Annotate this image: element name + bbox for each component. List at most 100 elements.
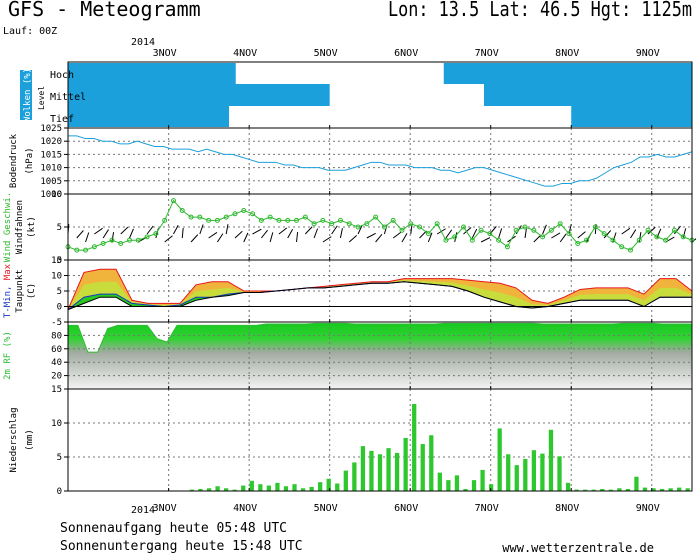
precipitation-bar bbox=[600, 488, 605, 491]
wind-speed-point bbox=[381, 224, 387, 230]
wind-barb bbox=[190, 234, 199, 243]
wind-speed-point bbox=[302, 214, 308, 220]
cloud-ylabel-level: Level bbox=[37, 86, 46, 110]
wind-barb bbox=[568, 224, 572, 235]
precipitation-bar bbox=[241, 485, 246, 491]
wind-barb bbox=[199, 224, 204, 235]
wind-speed-point bbox=[294, 217, 300, 223]
wind-ytick-label: 10 bbox=[51, 190, 62, 200]
precipitation-bar bbox=[352, 462, 357, 491]
pressure-ytick-label: 1010 bbox=[40, 164, 62, 174]
wind-barb bbox=[269, 232, 274, 243]
wind-barb bbox=[313, 228, 319, 239]
wind-barb bbox=[85, 232, 90, 243]
precipitation-bar bbox=[651, 488, 656, 491]
precipitation-bar bbox=[437, 472, 442, 491]
wind-speed-point bbox=[496, 237, 502, 243]
precipitation-ytick-label: 0 bbox=[57, 487, 62, 497]
wind-barb bbox=[401, 233, 408, 243]
wind-speed-point bbox=[206, 217, 212, 223]
wind-speed-point bbox=[399, 227, 405, 233]
cloud-level-mittel: Mittel bbox=[50, 92, 86, 103]
wind-barb bbox=[392, 231, 402, 239]
humidity-ylabel: 2m RF (%) bbox=[3, 331, 13, 380]
precipitation-bar bbox=[540, 453, 545, 491]
wind-barb bbox=[296, 232, 299, 243]
wind-speed-point bbox=[460, 224, 466, 230]
precipitation-bar bbox=[420, 444, 425, 491]
wind-speed-point bbox=[258, 217, 264, 223]
precipitation-bar bbox=[625, 488, 631, 491]
temperature-ylabel-unit: (C) bbox=[27, 283, 37, 299]
wind-speed-point bbox=[452, 234, 458, 240]
wind-speed-point bbox=[285, 217, 291, 223]
wind-speed-point bbox=[584, 237, 590, 243]
wind-speed-point bbox=[223, 214, 229, 220]
humidity-ytick-label: 20 bbox=[51, 372, 62, 382]
wind-barb bbox=[542, 224, 547, 235]
cloud-block-high bbox=[68, 63, 236, 84]
wind-speed-point bbox=[663, 237, 669, 243]
humidity-ytick-label: 40 bbox=[51, 358, 62, 368]
wind-barb bbox=[129, 228, 134, 239]
pressure-ytick-label: 1000 bbox=[40, 190, 62, 200]
pressure-ytick-label: 1015 bbox=[40, 150, 62, 160]
date-tick-label: 8NOV bbox=[555, 503, 579, 514]
wind-barb bbox=[463, 227, 472, 235]
humidity-line bbox=[68, 322, 692, 353]
precipitation-bar bbox=[198, 488, 203, 491]
cloud-block-low bbox=[571, 106, 692, 127]
wind-barb bbox=[427, 232, 433, 243]
wind-barb bbox=[252, 228, 262, 235]
wind-barb bbox=[533, 234, 542, 243]
wind-speed-point bbox=[592, 224, 598, 230]
wind-speed-point bbox=[320, 217, 326, 223]
year-label-top: 2014 bbox=[131, 37, 155, 48]
wind-barb bbox=[304, 226, 313, 235]
wind-speed-point bbox=[241, 208, 247, 213]
precipitation-bar bbox=[548, 429, 554, 491]
wind-speed-point bbox=[627, 247, 633, 253]
precipitation-bar bbox=[454, 475, 460, 491]
header-location: Lon: 13.5 Lat: 46.5 Hgt: 1125m bbox=[388, 0, 692, 21]
wind-barb bbox=[630, 229, 637, 239]
header-title: GFS - Meteogramm bbox=[8, 0, 201, 21]
sunrise-text: Sonnenaufgang heute 05:48 UTC bbox=[60, 521, 287, 536]
temperature-ytick-label: 0 bbox=[57, 303, 62, 313]
precipitation-bar bbox=[583, 489, 588, 491]
precipitation-bar bbox=[634, 476, 639, 491]
wind-barb bbox=[339, 228, 343, 239]
date-tick-label: 4NOV bbox=[233, 48, 257, 59]
wind-speed-point bbox=[619, 244, 625, 250]
pressure-ylabel-unit: (hPa) bbox=[25, 147, 35, 174]
panels-layer: Wolken (%) HochMittelTiefLevel10001005101… bbox=[3, 48, 696, 514]
wind-ylabel-unit: (kt) bbox=[27, 216, 37, 238]
precipitation-bar bbox=[232, 489, 237, 491]
site-credit: www.wetterzentrale.de bbox=[502, 541, 654, 553]
wind-speed-point bbox=[566, 231, 572, 237]
precipitation-bar bbox=[403, 437, 408, 491]
date-tick-label: 4NOV bbox=[233, 503, 257, 514]
wind-speed-point bbox=[135, 237, 141, 243]
precipitation-bar bbox=[591, 489, 596, 491]
wind-speed-point bbox=[522, 224, 528, 230]
precipitation-bar bbox=[309, 486, 314, 491]
wind-barb bbox=[322, 236, 332, 243]
precipitation-bar bbox=[283, 486, 289, 491]
precipitation-bar bbox=[343, 470, 348, 491]
precipitation-bar bbox=[514, 465, 519, 491]
wind-barb bbox=[577, 231, 586, 239]
precipitation-bar bbox=[300, 488, 306, 491]
wind-speed-point bbox=[91, 244, 97, 250]
wind-barb bbox=[603, 230, 612, 239]
wind-speed-point bbox=[443, 237, 449, 243]
wind-barb bbox=[208, 232, 218, 239]
cloud-block-mid bbox=[484, 84, 692, 106]
precipitation-bar bbox=[531, 450, 536, 491]
precipitation-bar bbox=[480, 469, 485, 491]
cloud-block-high bbox=[443, 63, 692, 84]
cloud-label-box bbox=[20, 70, 32, 120]
wind-speed-point bbox=[575, 241, 581, 246]
